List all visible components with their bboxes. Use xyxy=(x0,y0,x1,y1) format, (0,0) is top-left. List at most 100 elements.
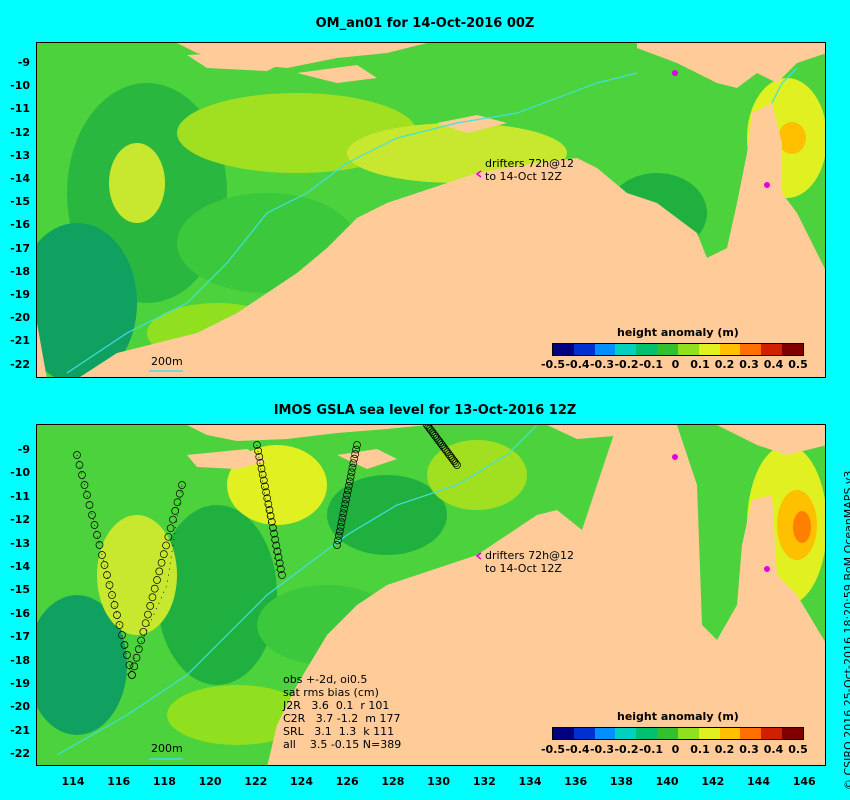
colorbar-swatch xyxy=(740,728,762,739)
depth-contour-200m xyxy=(56,425,538,756)
latitude-tick-label: -15 xyxy=(10,583,30,597)
obs-circle xyxy=(346,472,355,481)
longitude-tick-label: 134 xyxy=(518,775,542,788)
longitude-tick-label: 114 xyxy=(61,775,85,788)
anomaly-patch xyxy=(97,515,177,635)
longitude-tick-label: 126 xyxy=(335,775,359,788)
obs-circle xyxy=(350,454,359,463)
scale-label-top: 200m xyxy=(151,355,183,368)
obs-circle xyxy=(80,481,89,489)
obs-circle xyxy=(162,541,170,550)
obs-stats-line: obs +-2d, oi0.5 xyxy=(283,673,368,686)
obs-circle xyxy=(333,541,341,549)
obs-circle xyxy=(262,488,270,497)
obs-circle xyxy=(146,602,155,610)
colorbar-tick-label: -0.2 xyxy=(614,743,639,756)
latitude-tick-label: -19 xyxy=(10,677,30,690)
anomaly-patch xyxy=(37,223,137,377)
colorbar-tick-label: 0.4 xyxy=(763,743,784,756)
obs-circle xyxy=(120,641,129,649)
legend-title-top: height anomaly (m) xyxy=(617,326,739,339)
drifter-label-top-2: to 14-Oct 12Z xyxy=(485,170,562,183)
obs-circle xyxy=(261,482,269,491)
latitude-tick-label: -17 xyxy=(10,630,30,644)
latitude-tick-label: -22 xyxy=(10,747,30,761)
obs-circle xyxy=(178,481,186,489)
obs-circle xyxy=(347,468,356,477)
longitude-tick-label: 132 xyxy=(472,775,496,788)
obs-circle xyxy=(265,506,274,514)
obs-stats-line: SRL 3.1 1.3 k 111 xyxy=(283,725,395,738)
colorbar-swatch xyxy=(594,728,616,739)
anomaly-patch xyxy=(37,595,127,735)
latitude-tick-label: -18 xyxy=(10,264,30,278)
obs-circle xyxy=(164,532,173,541)
obs-circle xyxy=(132,653,141,662)
obs-circle xyxy=(335,527,344,536)
obs-circle xyxy=(150,584,159,593)
new-guinea-land xyxy=(717,425,825,455)
latitude-tick-label: -16 xyxy=(10,606,30,620)
latitude-tick-label: -20 xyxy=(10,700,30,714)
map-top-svg xyxy=(37,43,825,377)
obs-circle xyxy=(137,636,145,645)
obs-circle xyxy=(264,500,273,508)
latitude-tick-label: -9 xyxy=(17,443,30,456)
colorbar-swatch xyxy=(698,344,720,355)
obs-circle xyxy=(103,571,111,579)
obs-circle xyxy=(353,441,361,449)
drifter-marker xyxy=(764,566,770,572)
longitude-tick-label: 118 xyxy=(152,775,176,788)
colorbar-swatch xyxy=(677,728,699,739)
obs-stats-line: sat rms bias (cm) xyxy=(283,686,379,699)
obs-circle xyxy=(274,553,283,562)
obs-circle xyxy=(270,529,278,538)
colorbar-swatch xyxy=(740,344,762,355)
colorbar-swatch xyxy=(761,344,783,355)
colorbar-swatch xyxy=(615,344,637,355)
colorbar-swatch xyxy=(698,728,720,739)
anomaly-patch xyxy=(793,511,811,543)
colorbar-swatch xyxy=(782,344,803,355)
longitude-tick-label: 122 xyxy=(244,775,268,788)
drifter-marker xyxy=(475,552,482,560)
obs-circle xyxy=(340,504,349,513)
latitude-tick-label: -10 xyxy=(10,79,30,93)
obs-circle xyxy=(157,558,166,567)
latitude-tick-label: -20 xyxy=(10,311,30,325)
colorbar-swatch xyxy=(636,344,658,355)
island xyxy=(187,51,287,71)
colorbar-swatch xyxy=(719,728,741,739)
obs-circle xyxy=(75,461,84,469)
obs-circle xyxy=(334,536,342,545)
colorbar-tick-label: 0.1 xyxy=(690,743,710,756)
obs-circle xyxy=(73,451,81,459)
obs-circle xyxy=(342,495,350,504)
obs-circle xyxy=(259,476,268,485)
latitude-tick-label: -21 xyxy=(10,334,30,348)
colorbar-tick-label: -0.2 xyxy=(614,358,639,371)
credit-text: © CSIRO 2016 25-Oct-2016 18:20:59 BoM Oc… xyxy=(842,470,850,790)
anomaly-patch xyxy=(778,122,806,154)
colorbar-top xyxy=(552,343,804,356)
latitude-tick-label: -11 xyxy=(10,489,30,503)
longitude-tick-label: 138 xyxy=(609,775,633,788)
latitude-tick-label: -14 xyxy=(10,560,30,573)
obs-circle xyxy=(272,541,281,550)
legend-title-bottom: height anomaly (m) xyxy=(617,710,739,723)
latitude-tick-label: -17 xyxy=(10,241,30,255)
obs-circle xyxy=(256,458,265,467)
colorbar-swatch xyxy=(594,344,616,355)
obs-circle xyxy=(263,494,272,503)
obs-stats-box: obs +-2d, oi0.5 sat rms bias (cm) J2R 3.6 … xyxy=(283,673,401,751)
latitude-tick-label: -19 xyxy=(10,288,30,301)
obs-circle xyxy=(451,459,460,468)
colorbar-swatch xyxy=(657,344,678,355)
obs-circle xyxy=(267,517,276,526)
obs-circle xyxy=(338,513,347,522)
obs-circle xyxy=(166,524,175,533)
obs-circle xyxy=(352,445,360,454)
drifter-marker xyxy=(764,182,770,188)
panel-title-top: OM_an01 for 14-Oct-2016 00Z xyxy=(315,16,535,31)
obs-circle xyxy=(266,512,275,520)
